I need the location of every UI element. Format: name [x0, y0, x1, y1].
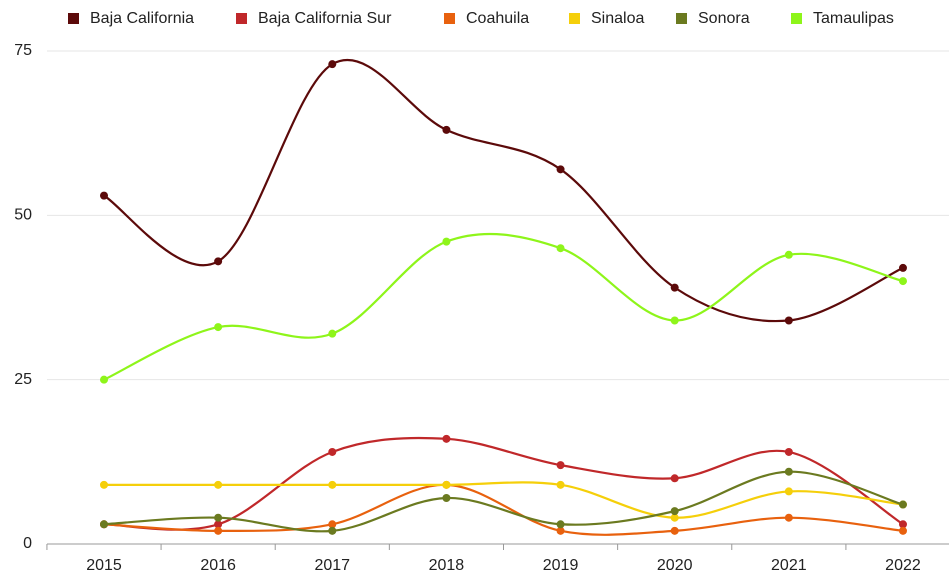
x-tick-label: 2020 — [657, 557, 693, 574]
x-tick-label: 2018 — [429, 557, 465, 574]
point — [784, 447, 793, 456]
point — [898, 520, 907, 529]
point — [670, 526, 679, 535]
point — [784, 250, 793, 259]
point — [214, 513, 223, 522]
x-tick-label: 2019 — [543, 557, 579, 574]
point — [442, 125, 451, 134]
legend-swatch — [676, 13, 687, 24]
point — [328, 329, 337, 338]
legend-swatch — [68, 13, 79, 24]
point — [670, 474, 679, 483]
y-tick-label: 50 — [14, 207, 32, 224]
y-tick-label: 75 — [14, 42, 32, 59]
point — [670, 316, 679, 325]
x-tick-label: 2021 — [771, 557, 807, 574]
point — [328, 447, 337, 456]
y-tick-label: 0 — [23, 535, 32, 552]
point — [100, 480, 108, 489]
point — [214, 526, 223, 535]
y-tick-label: 25 — [14, 371, 32, 388]
point — [670, 513, 679, 522]
series-line — [103, 470, 904, 533]
point — [556, 244, 565, 253]
legend-swatch — [791, 13, 802, 24]
legend-swatch — [236, 13, 247, 24]
point — [328, 526, 337, 535]
point — [556, 165, 565, 174]
point — [328, 480, 337, 489]
point — [898, 263, 907, 272]
point — [556, 520, 565, 529]
legend-label: Sonora — [698, 10, 750, 27]
point — [670, 507, 679, 516]
x-tick-label: 2015 — [86, 557, 122, 574]
legend-swatch — [569, 13, 580, 24]
point — [214, 480, 223, 489]
point — [898, 277, 907, 286]
point — [898, 500, 907, 509]
series-line — [103, 483, 904, 536]
point — [898, 526, 907, 535]
point — [100, 375, 108, 384]
point — [442, 480, 451, 489]
point — [442, 493, 451, 502]
legend-label: Coahuila — [466, 10, 529, 27]
point — [556, 461, 565, 470]
point — [442, 237, 451, 246]
legend-label: Baja California — [90, 10, 194, 27]
point — [556, 480, 565, 489]
x-tick-label: 2017 — [314, 557, 350, 574]
point — [784, 487, 793, 496]
legend-label: Tamaulipas — [813, 10, 894, 27]
point — [214, 323, 223, 332]
x-tick-label: 2016 — [200, 557, 236, 574]
point — [556, 526, 565, 535]
point — [670, 283, 679, 292]
point — [328, 520, 337, 529]
point — [214, 257, 223, 266]
point — [784, 513, 793, 522]
legend-label: Baja California Sur — [258, 10, 392, 27]
point — [784, 316, 793, 325]
point — [100, 520, 108, 529]
point — [328, 60, 337, 69]
series-line — [103, 232, 904, 381]
legend-label: Sinaloa — [591, 10, 644, 27]
point — [442, 434, 451, 443]
series-line — [103, 58, 904, 323]
legend-swatch — [444, 13, 455, 24]
point — [784, 467, 793, 476]
series-line — [104, 481, 904, 519]
x-tick-label: 2022 — [885, 557, 921, 574]
point — [100, 191, 108, 200]
point — [214, 520, 223, 529]
series-line — [103, 436, 904, 531]
